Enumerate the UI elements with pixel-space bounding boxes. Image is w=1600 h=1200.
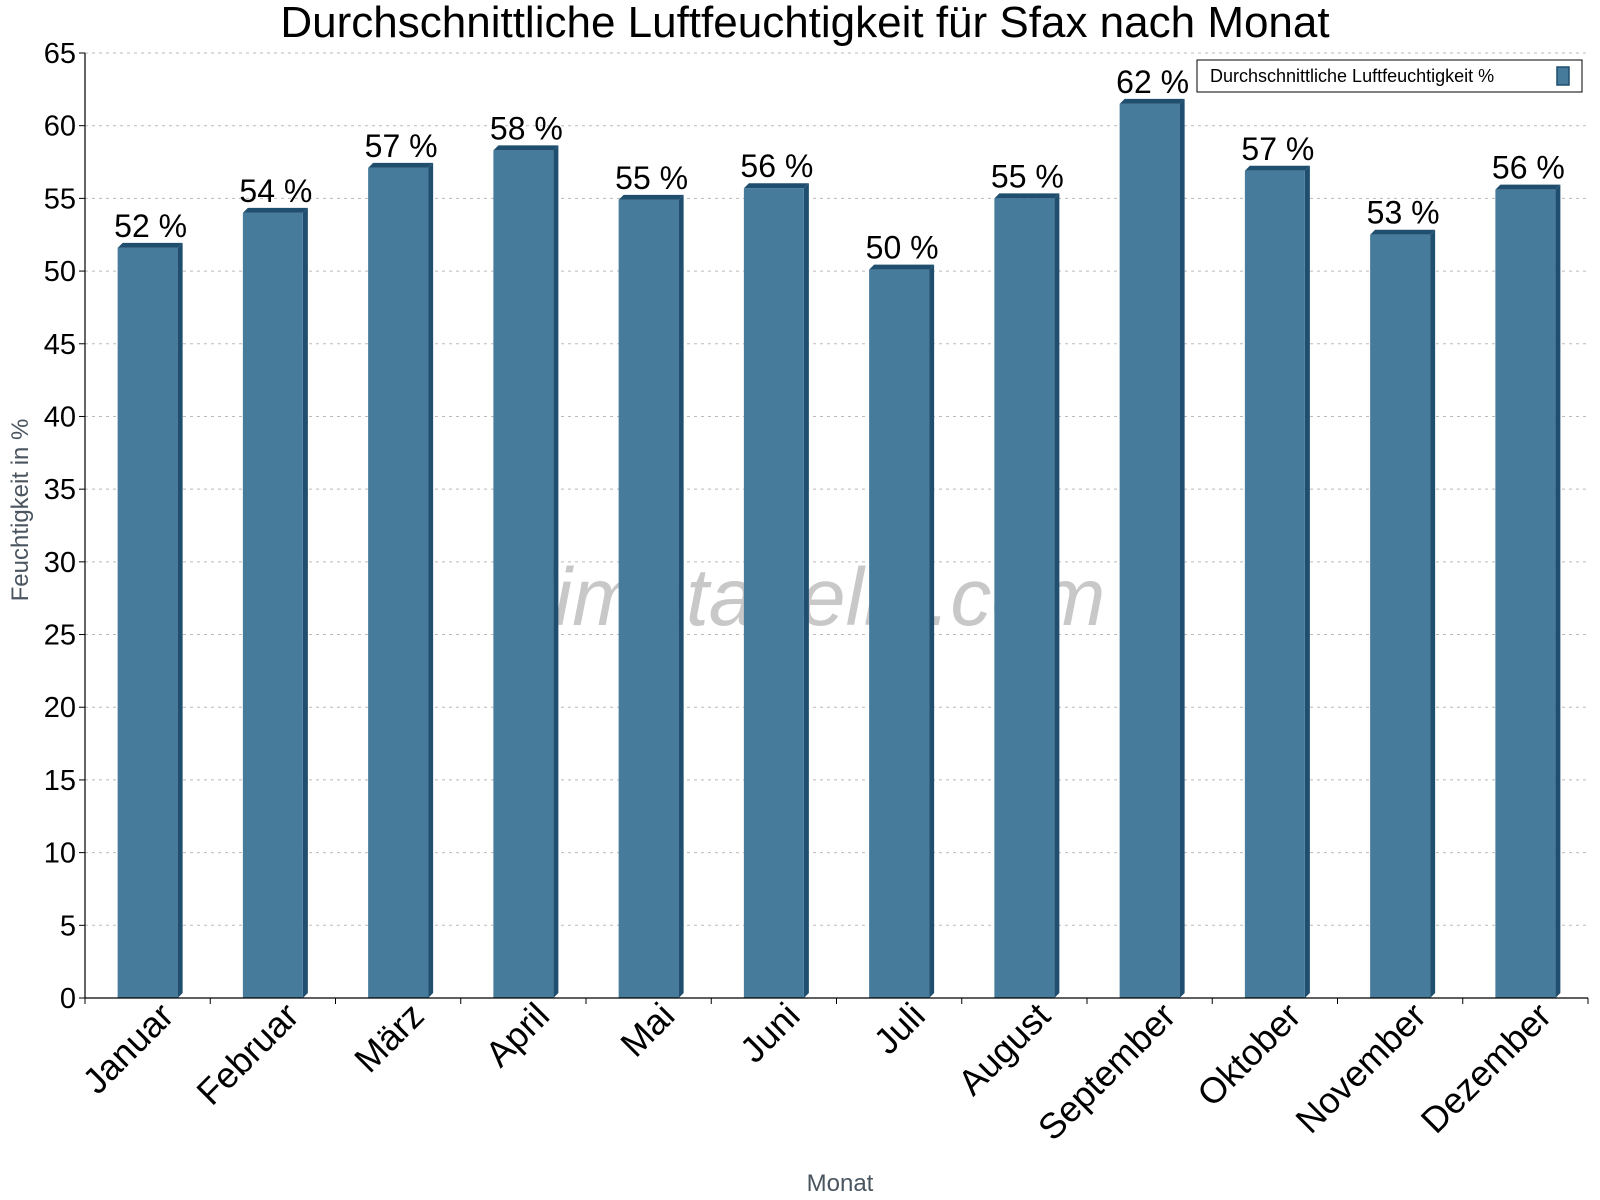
- bar-2: [368, 162, 434, 998]
- bar-front: [1495, 189, 1556, 998]
- x-tick-label: Februar: [188, 995, 306, 1113]
- bar-front: [1370, 234, 1431, 998]
- data-label: 56 %: [1492, 150, 1565, 186]
- bar-front: [117, 247, 178, 999]
- x-axis-label: Monat: [807, 1170, 874, 1197]
- bar-front: [368, 167, 429, 998]
- bar-top: [493, 145, 559, 151]
- y-tick-label: 5: [60, 910, 76, 942]
- legend: Durchschnittliche Luftfeuchtigkeit %: [1196, 59, 1583, 93]
- data-label: 58 %: [490, 110, 563, 146]
- x-tick-label: Mai: [612, 995, 682, 1065]
- data-label: 52 %: [114, 208, 187, 244]
- y-tick-label: 15: [44, 765, 76, 797]
- bar-top: [1119, 98, 1185, 104]
- bar-4: [618, 194, 684, 999]
- bar-5: [743, 183, 809, 998]
- bar-top: [242, 207, 308, 213]
- bar-3: [493, 145, 559, 998]
- x-tick-label: November: [1287, 995, 1433, 1141]
- bar-side: [553, 145, 559, 998]
- data-label: 62 %: [1116, 64, 1189, 100]
- bar-side: [1555, 184, 1561, 998]
- bar-6: [869, 264, 935, 999]
- data-label: 55 %: [991, 158, 1064, 194]
- bar-side: [1304, 165, 1310, 998]
- x-tick-label: April: [477, 995, 557, 1075]
- bar-9: [1244, 165, 1310, 998]
- data-label: 56 %: [740, 148, 813, 184]
- data-label: 57 %: [365, 128, 438, 164]
- bar-8: [1119, 98, 1185, 998]
- bar-side: [929, 264, 935, 999]
- bar-side: [177, 242, 183, 999]
- y-tick-label: 20: [44, 692, 76, 724]
- bar-front: [1119, 103, 1180, 998]
- bar-0: [117, 242, 183, 999]
- data-label: 57 %: [1241, 131, 1314, 167]
- bar-front: [242, 212, 303, 998]
- bar-top: [368, 162, 434, 168]
- data-label: 55 %: [615, 160, 688, 196]
- bar-1: [242, 207, 308, 998]
- y-ticks: 0 5 10 15 20 25 30 35 40 45 50 55 60 65: [44, 38, 85, 1015]
- bar-front: [1244, 170, 1305, 998]
- bar-front: [994, 198, 1055, 998]
- bar-7: [994, 193, 1060, 998]
- x-tick-label: Juli: [866, 995, 933, 1062]
- bar-front: [493, 150, 554, 998]
- bar-side: [1054, 193, 1060, 998]
- bar-top: [994, 193, 1060, 199]
- bar-top: [618, 194, 684, 200]
- y-tick-label: 30: [44, 547, 76, 579]
- bar-top: [117, 242, 183, 248]
- y-axis-label: Feuchtigkeit in %: [7, 419, 34, 602]
- y-tick-label: 45: [44, 329, 76, 361]
- bar-top: [1370, 229, 1436, 235]
- y-tick-label: 40: [44, 401, 76, 433]
- bar-11: [1495, 184, 1561, 998]
- bar-side: [1430, 229, 1436, 998]
- bar-side: [678, 194, 684, 999]
- legend-entry-label: Durchschnittliche Luftfeuchtigkeit %: [1210, 66, 1494, 86]
- x-ticks: Januar Februar März April Mai Juni Juli AugustS…: [74, 995, 1589, 1149]
- bar-10: [1370, 229, 1436, 998]
- y-tick-label: 65: [44, 38, 76, 70]
- y-tick-label: 60: [44, 111, 76, 143]
- bar-front: [618, 199, 679, 999]
- y-tick-label: 10: [44, 838, 76, 870]
- bar-top: [1495, 184, 1561, 190]
- y-tick-label: 0: [60, 983, 76, 1015]
- bar-side: [302, 207, 308, 998]
- bar-front: [743, 188, 804, 998]
- data-label: 53 %: [1367, 195, 1440, 231]
- y-tick-label: 35: [44, 474, 76, 506]
- bar-top: [1244, 165, 1310, 171]
- grid-lines: [85, 52, 1588, 926]
- bar-side: [428, 162, 434, 998]
- x-tick-label: Dezember: [1413, 995, 1559, 1141]
- x-tick-label: September: [1030, 995, 1184, 1149]
- y-tick-label: 50: [44, 256, 76, 288]
- chart-title: Durchschnittliche Luftfeuchtigkeit für S…: [280, 0, 1329, 47]
- data-label: 54 %: [239, 173, 312, 209]
- bar-side: [1179, 98, 1185, 998]
- x-tick-label: Januar: [74, 995, 181, 1102]
- legend-box: [1196, 59, 1583, 93]
- y-tick-label: 25: [44, 620, 76, 652]
- bar-top: [869, 264, 935, 270]
- y-tick-label: 55: [44, 183, 76, 215]
- bar-front: [869, 269, 930, 999]
- bars-group: 52 % 54 % 57 % 58 % 55 % 56 % 50 % 55 % 62 % 57 %…: [114, 64, 1565, 999]
- x-tick-label: Oktober: [1189, 995, 1309, 1115]
- x-tick-label: März: [346, 995, 432, 1081]
- x-tick-label: August: [950, 995, 1058, 1103]
- bar-top: [743, 183, 809, 189]
- legend-swatch: [1556, 66, 1570, 86]
- bar-side: [803, 183, 809, 998]
- data-label: 50 %: [866, 230, 939, 266]
- x-tick-label: Juni: [732, 995, 808, 1071]
